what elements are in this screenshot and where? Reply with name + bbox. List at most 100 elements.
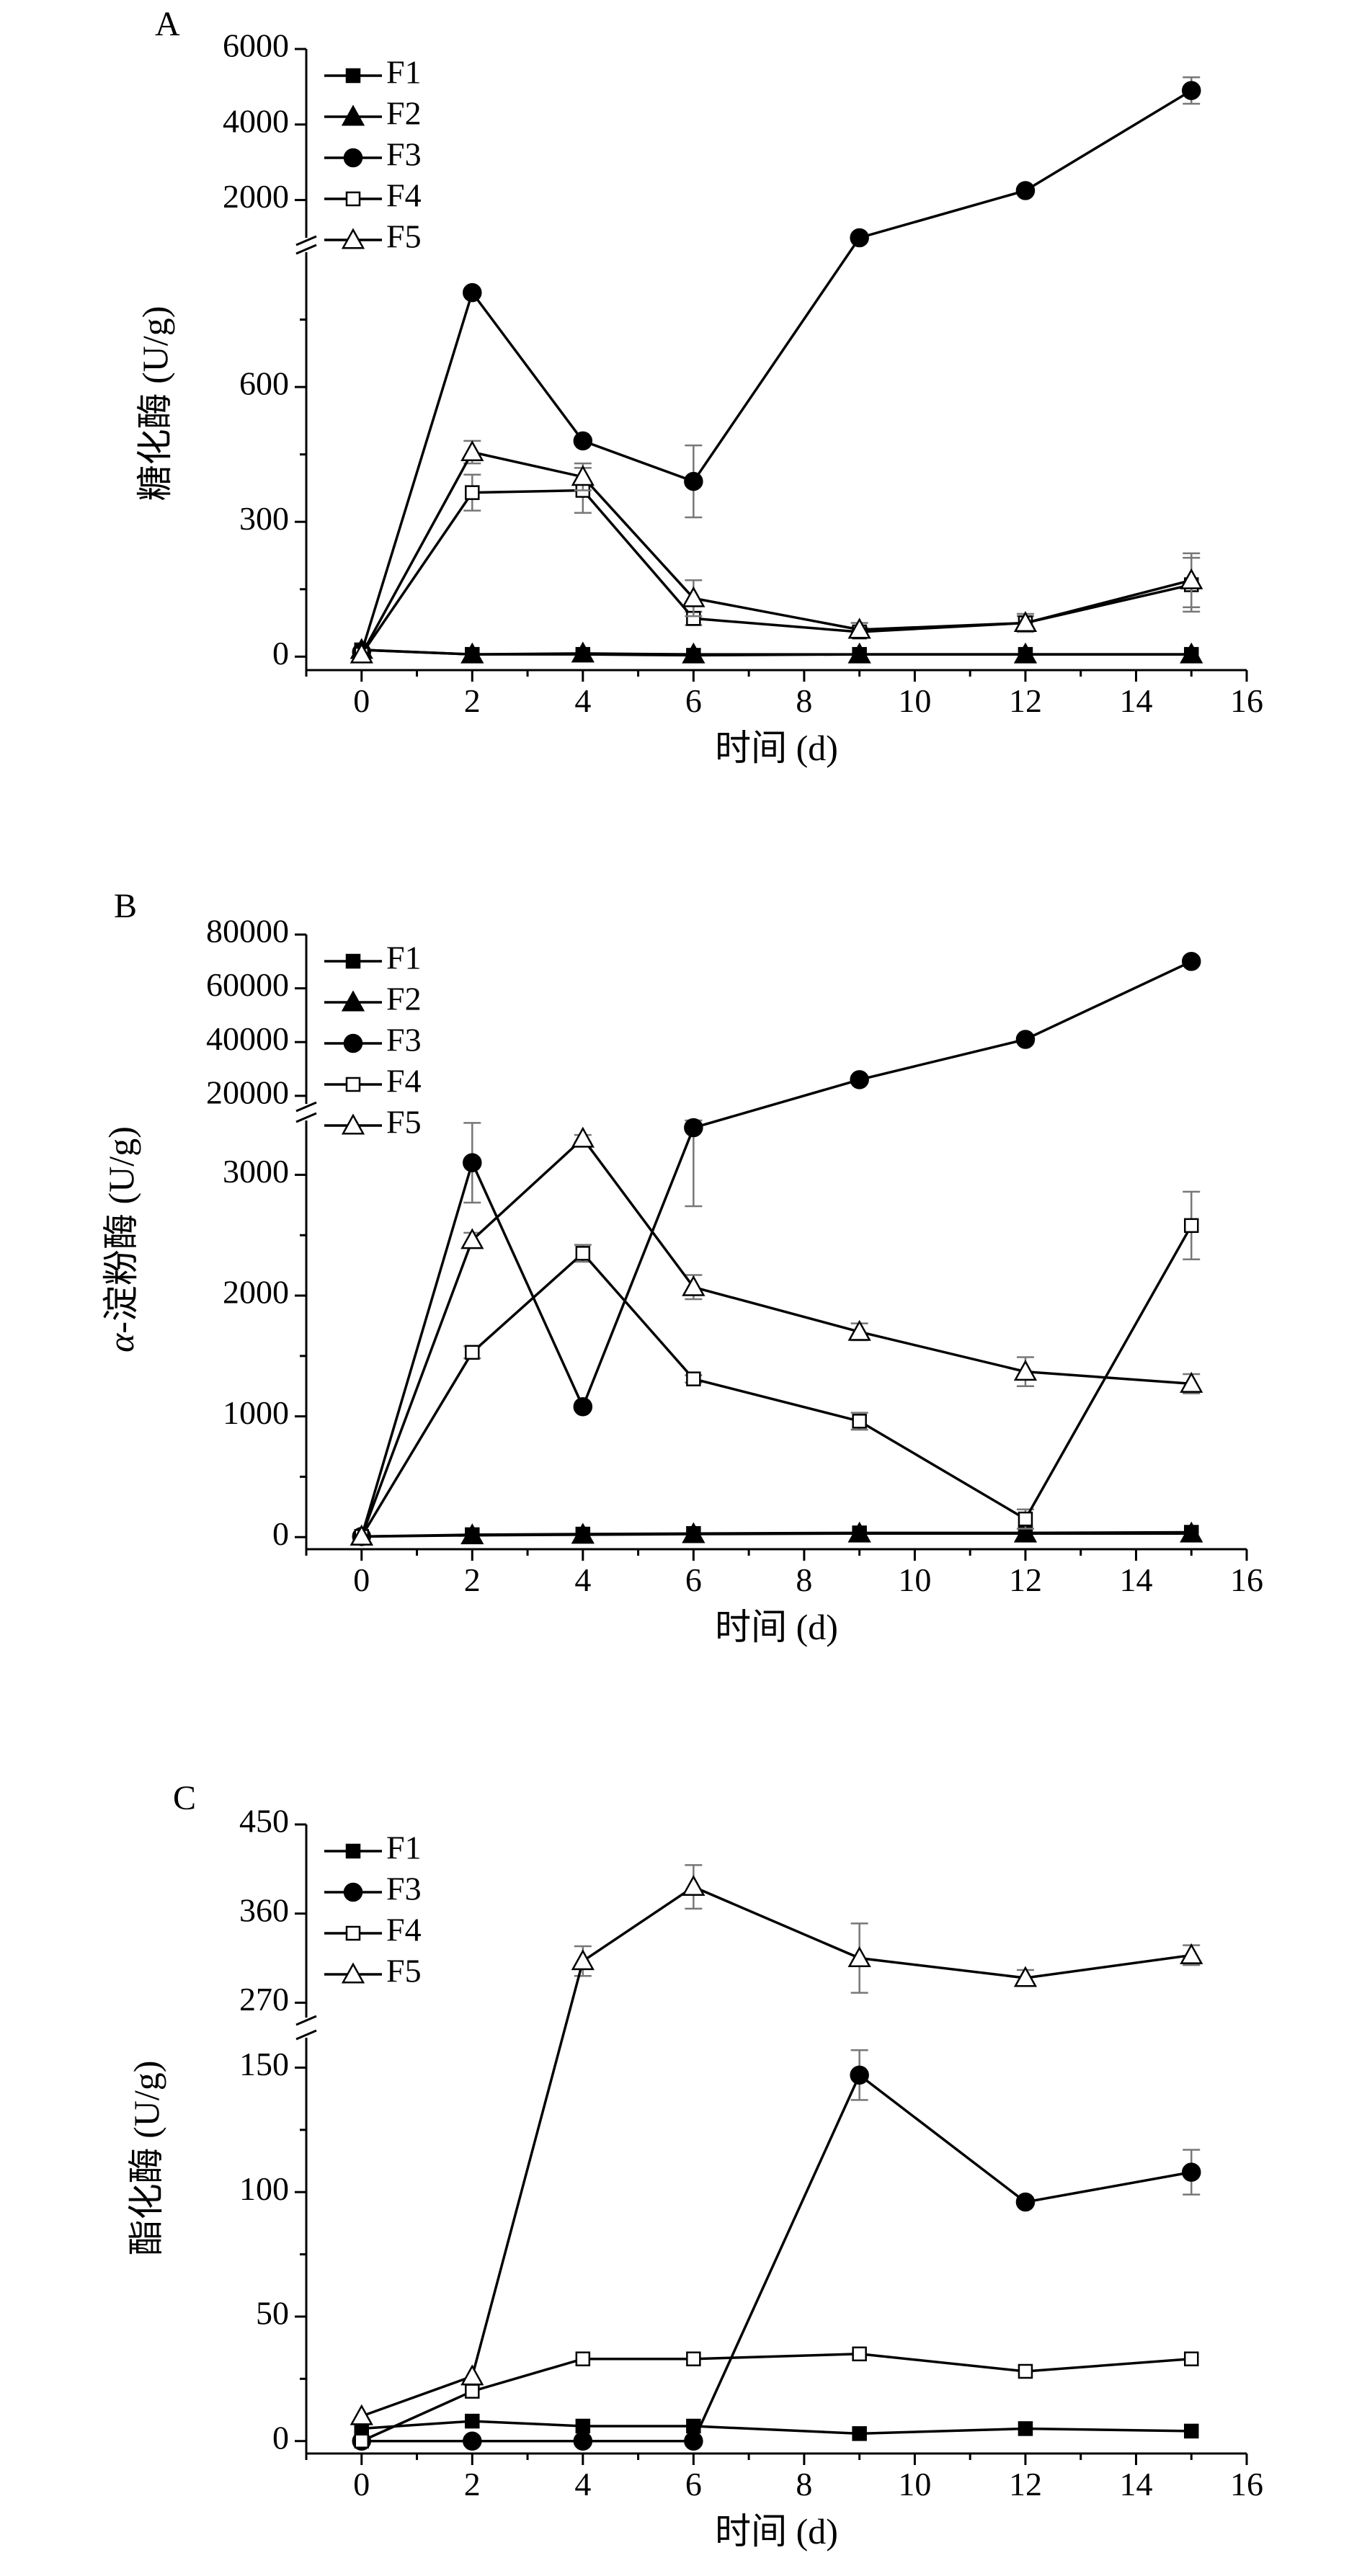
series-line-f2: [361, 649, 1192, 656]
series-f1: [354, 2413, 1199, 2441]
axis-break-mark: [295, 244, 317, 255]
legend-marker-f3: [343, 1033, 363, 1053]
legend-marker-f1: [345, 1843, 361, 1859]
data-point-f3: [1015, 1030, 1036, 1049]
data-point-f1: [465, 2413, 480, 2429]
y-tick-label: 3000: [223, 1153, 289, 1190]
panel-label: C: [173, 1779, 196, 1817]
y-axis-title-symbol: α: [101, 1332, 141, 1352]
data-point-f5: [571, 465, 595, 486]
y-axis-title: α-淀粉酶 (U/g): [101, 1126, 141, 1352]
legend-label: F1: [386, 54, 422, 91]
data-point-f3: [850, 1070, 869, 1089]
legend: F1 F2 F3 F4 F5: [324, 54, 422, 255]
series-f5: [350, 440, 1203, 664]
data-point-f5: [1180, 1943, 1203, 1964]
x-tick-label: 8: [796, 682, 812, 719]
data-point-f3: [1181, 81, 1201, 100]
data-point-f3: [1015, 181, 1036, 200]
data-point-f5: [460, 440, 484, 461]
legend-label: F1: [386, 940, 422, 976]
legend-marker-f2: [341, 104, 365, 126]
series-f5: [350, 1126, 1203, 1546]
data-point-f2: [460, 1523, 484, 1545]
data-point-f4: [852, 2346, 867, 2362]
axis-break-mark: [295, 235, 317, 246]
data-point-f2: [847, 1521, 871, 1543]
series-f4: [354, 467, 1201, 662]
data-point-f2: [1013, 1521, 1038, 1543]
legend-label: F3: [386, 136, 422, 173]
x-tick-label: 16: [1230, 1561, 1263, 1598]
legend-marker-f5: [341, 1962, 365, 1984]
y-tick-label: 4000: [223, 102, 289, 139]
y-tick-label: 2000: [223, 1274, 289, 1311]
x-tick-label: 12: [1009, 2466, 1042, 2503]
x-tick-label: 12: [1009, 1561, 1042, 1598]
data-point-f2: [1180, 642, 1203, 664]
y-axis-title-text: -淀粉酶 (U/g): [101, 1126, 141, 1333]
x-tick-label: 14: [1119, 682, 1152, 719]
x-tick-label: 0: [353, 2466, 370, 2503]
data-point-f5: [350, 1524, 373, 1546]
y-tick-label: 600: [239, 365, 289, 402]
panel-b: B 0 2 4 6 8 10 12 14 16 0 1000 2000 3000 20000 40000 600…: [101, 887, 1263, 1647]
data-point-f3: [684, 471, 703, 491]
x-tick-label: 16: [1230, 2466, 1263, 2503]
data-point-f2: [460, 642, 484, 664]
y-tick-label: 60000: [206, 966, 289, 1003]
y-tick-label: 40000: [206, 1020, 289, 1057]
y-axis-title: 糖化酶 (U/g): [135, 306, 175, 502]
x-tick-label: 14: [1119, 2466, 1152, 2503]
series-line-f4: [360, 489, 1192, 656]
y-tick-label: 270: [239, 1981, 289, 2018]
data-point-f3: [1181, 2162, 1201, 2182]
axis-break-mark: [295, 1101, 317, 1113]
data-point-f5: [682, 1275, 706, 1296]
data-point-f4: [686, 1371, 701, 1386]
legend-label: F1: [386, 1830, 422, 1866]
data-point-f1: [852, 2426, 867, 2441]
x-tick-label: 0: [353, 1561, 370, 1598]
y-tick-label: 100: [239, 2170, 289, 2207]
y-tick-label: 1000: [223, 1394, 289, 1431]
series-line-f3: [360, 89, 1193, 653]
panel-a: A 0 2 4 6 8 10 12 14 16 0 300 600 2000 4000 6000 时间 (d) 糖…: [135, 5, 1263, 768]
data-point-f3: [573, 431, 593, 451]
data-point-f1: [575, 2418, 591, 2434]
data-point-f4: [1183, 2351, 1199, 2366]
legend-marker-f1: [345, 953, 361, 969]
legend-label: F4: [386, 177, 422, 214]
data-point-f4: [852, 1414, 867, 1429]
data-point-f4: [465, 485, 480, 500]
data-point-f5: [1013, 1966, 1038, 1987]
series-f1: [354, 642, 1199, 663]
legend-label: F3: [386, 1871, 422, 1907]
x-tick-label: 0: [353, 682, 370, 719]
series-line-f3: [360, 960, 1192, 1537]
x-tick-label: 10: [898, 682, 931, 719]
data-point-f3: [463, 282, 482, 303]
y-axis-title-text: 酯化酶 (U/g): [126, 2061, 166, 2256]
data-point-f5: [847, 1319, 871, 1341]
data-point-f1: [1018, 2421, 1033, 2436]
y-tick-label: 0: [272, 635, 289, 672]
data-point-f2: [847, 642, 871, 664]
data-point-f2: [682, 1522, 706, 1543]
data-point-f3: [1015, 2192, 1036, 2212]
axis-break-mark: [295, 2015, 317, 2026]
x-tick-label: 12: [1009, 682, 1042, 719]
data-point-f5: [1180, 568, 1203, 589]
x-tick-label: 2: [464, 682, 481, 719]
y-tick-label: 2000: [223, 178, 289, 215]
panel-label: A: [155, 5, 180, 43]
y-tick-label: 360: [239, 1891, 289, 1928]
data-point-f5: [571, 1126, 595, 1148]
legend-marker-f2: [341, 990, 365, 1012]
legend-marker-f4: [345, 1925, 361, 1941]
data-point-f2: [571, 641, 595, 663]
x-tick-label: 4: [574, 1561, 591, 1598]
data-point-f5: [350, 2404, 373, 2425]
data-point-f4: [686, 2351, 701, 2366]
